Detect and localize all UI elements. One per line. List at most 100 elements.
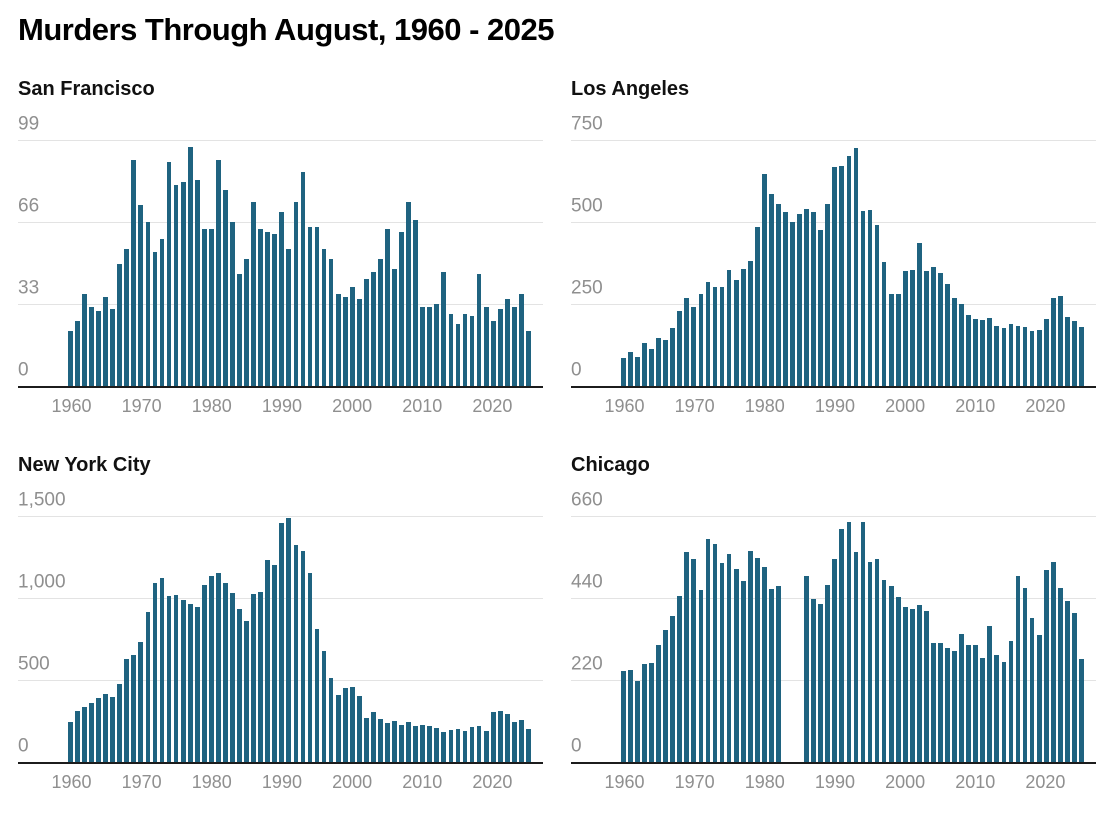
bar-1977 [187, 147, 193, 386]
chart-title-chicago: Chicago [571, 454, 650, 476]
bar-2023 [511, 722, 517, 762]
x-axis-labels: 1960 1970 1980 1990 2000 2010 2020 [51, 772, 531, 796]
x-axis-labels: 1960 1970 1980 1990 2000 2010 2020 [604, 396, 1084, 420]
bar-1992 [846, 156, 852, 386]
bar-2021 [497, 308, 503, 386]
x-tick-label-2000: 2000 [885, 772, 926, 792]
bar-2015 [455, 728, 461, 762]
bar-1989 [272, 234, 278, 386]
bar-2024 [1072, 321, 1077, 386]
bar-2018 [476, 725, 482, 762]
bar-1988 [818, 604, 824, 762]
bar-1970 [691, 307, 697, 386]
x-tick-label-2020: 2020 [472, 772, 513, 792]
x-axis-baseline [18, 762, 543, 764]
chart-title-los-angeles: Los Angeles [571, 78, 690, 100]
bar-2015 [1008, 323, 1014, 386]
bar-2011 [980, 320, 986, 386]
bar-2000 [349, 687, 355, 762]
x-tick-label-1960: 1960 [51, 772, 92, 792]
bar-1960 [68, 722, 73, 762]
bars-container [68, 140, 531, 386]
bar-2019 [483, 306, 489, 386]
bar-1983 [230, 592, 235, 762]
x-tick-label-1980: 1980 [744, 772, 785, 792]
bar-2002 [363, 718, 369, 762]
bar-2023 [1064, 600, 1070, 762]
bar-1965 [656, 644, 661, 762]
bar-1991 [839, 529, 845, 762]
plot-area-chicago: 660 440 220 0 1960 1970 1980 1990 2000 2010 2020 [571, 489, 1096, 792]
y-tick-label: 0 [571, 735, 582, 757]
bar-1975 [173, 184, 179, 386]
bar-2001 [356, 299, 362, 386]
bar-1995 [314, 226, 320, 386]
bar-1996 [874, 224, 880, 386]
bar-2024 [1072, 612, 1077, 762]
bar-1963 [89, 306, 94, 386]
bar-1971 [698, 294, 704, 386]
bar-1975 [726, 553, 732, 762]
bars-container [621, 140, 1084, 386]
x-tick-label-1990: 1990 [261, 772, 302, 792]
bar-1985 [797, 214, 802, 386]
bar-1992 [293, 202, 299, 386]
x-tick-label-2000: 2000 [885, 396, 926, 416]
gridline [571, 516, 1096, 517]
bar-2012 [434, 727, 440, 762]
bar-1974 [166, 595, 172, 762]
bar-1998 [888, 586, 894, 762]
bars-container [68, 516, 531, 762]
y-tick-label: 220 [571, 653, 603, 675]
x-tick-label-1990: 1990 [814, 772, 855, 792]
bar-2022 [1057, 296, 1063, 386]
bar-2009 [966, 645, 972, 762]
bar-1981 [215, 573, 221, 762]
chart-title-san-francisco: San Francisco [18, 78, 155, 100]
bar-1996 [874, 558, 880, 762]
x-axis-baseline [571, 762, 1096, 764]
bar-1990 [279, 523, 285, 762]
bar-1961 [75, 321, 80, 386]
bar-1977 [187, 604, 193, 762]
bar-1991 [286, 517, 292, 762]
bar-2006 [392, 720, 397, 762]
bar-1985 [244, 259, 249, 386]
bar-1964 [96, 311, 101, 386]
x-tick-label-1980: 1980 [191, 772, 232, 792]
x-tick-label-1970: 1970 [674, 396, 715, 416]
bar-2002 [363, 279, 369, 386]
bar-1995 [867, 209, 873, 386]
bar-1997 [881, 579, 887, 762]
bar-1967 [670, 615, 676, 762]
bar-2023 [1064, 317, 1070, 386]
bar-1989 [825, 585, 831, 762]
bar-2005 [938, 273, 943, 386]
bar-1967 [670, 327, 676, 386]
bar-1997 [881, 261, 887, 386]
x-axis-baseline [571, 386, 1096, 388]
bar-1978 [747, 260, 753, 386]
bar-1986 [251, 202, 256, 386]
bar-2002 [916, 605, 922, 762]
bar-2011 [427, 725, 433, 762]
bar-1997 [328, 259, 334, 386]
plot-area-los-angeles: 750 500 250 0 1960 1970 1980 1990 2000 2010 2020 [571, 113, 1096, 416]
bar-2012 [434, 304, 440, 386]
bar-2010 [973, 319, 979, 386]
bar-2007 [952, 651, 957, 762]
bar-1971 [145, 612, 151, 762]
bar-2019 [1036, 634, 1042, 762]
bar-1993 [853, 147, 859, 386]
bar-1964 [649, 349, 654, 386]
bar-1988 [265, 231, 271, 386]
bar-1999 [895, 294, 901, 386]
bar-2017 [469, 726, 475, 762]
bar-1991 [286, 249, 292, 386]
bar-1973 [712, 286, 718, 386]
bar-1994 [307, 573, 313, 762]
x-tick-label-1970: 1970 [121, 772, 162, 792]
bar-2017 [1022, 588, 1028, 762]
bar-1964 [96, 697, 101, 762]
bar-2000 [349, 286, 355, 386]
